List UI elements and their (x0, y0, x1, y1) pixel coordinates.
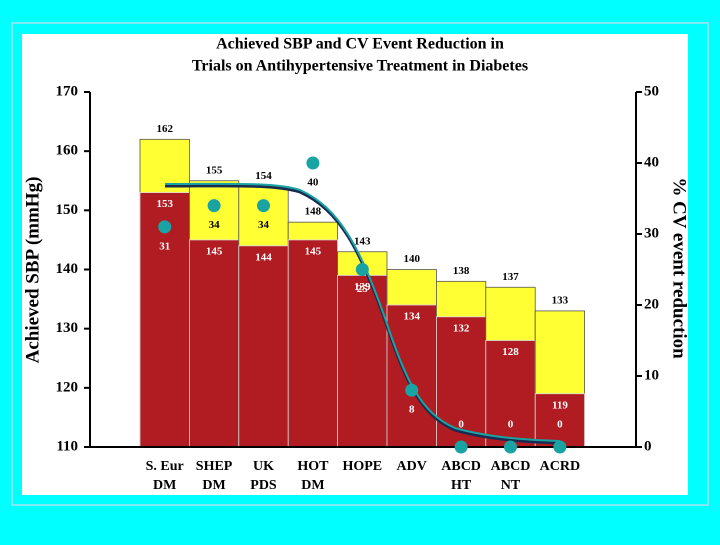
data-point (553, 440, 567, 454)
x-tick-label: ABCD (491, 459, 531, 474)
x-tick-label: HT (451, 478, 472, 493)
bar (139, 192, 190, 448)
value-label: 154 (255, 170, 272, 182)
bar (238, 245, 289, 448)
value-label: 0 (458, 419, 464, 431)
x-tick-label: HOPE (342, 459, 382, 474)
x-tick-label: HOT (297, 459, 329, 474)
data-point (257, 199, 270, 213)
y-axis-label: Achieved SBP (mmHg) (22, 177, 43, 364)
y2-tick-label: 30 (644, 225, 659, 241)
bars (139, 138, 586, 448)
value-label: 8 (409, 404, 415, 416)
value-label: 34 (209, 219, 221, 231)
x-tick-label: DM (153, 478, 176, 493)
value-label: 145 (305, 245, 322, 257)
x-tick-label: DM (202, 478, 225, 493)
value-label: 133 (552, 294, 569, 306)
y-tick-label: 170 (56, 83, 79, 99)
data-point (504, 440, 517, 454)
x-tick-label: ACRD (540, 459, 580, 474)
x-tick-label: ABCD (441, 459, 481, 474)
x-tick-label: DM (301, 478, 324, 493)
bar (287, 239, 339, 448)
value-label: 34 (258, 219, 270, 231)
value-label: 132 (453, 322, 470, 334)
y2-tick-label: 10 (644, 367, 659, 383)
value-label: 138 (453, 265, 470, 277)
axes: 110 120 130 140 150 160 170 0 10 20 30 40 50 S. Eur DM… (56, 83, 660, 493)
x-tick-label: ADV (397, 459, 427, 474)
data-point (306, 156, 320, 170)
bar (485, 340, 536, 448)
y2-tick-label: 40 (644, 154, 659, 170)
value-label: 137 (502, 271, 519, 283)
value-label: 0 (508, 419, 514, 431)
y-tick-label: 160 (56, 143, 79, 159)
y2-tick-label: 50 (644, 83, 659, 99)
data-point (355, 263, 369, 276)
x-tick-label: PDS (250, 478, 277, 493)
y-tick-label: 140 (56, 261, 79, 277)
data-point (207, 199, 221, 213)
value-label: 143 (354, 235, 371, 247)
y-tick-label: 130 (56, 320, 79, 336)
bar (386, 304, 437, 448)
x-tick-label: S. Eur (146, 459, 184, 474)
bar (188, 239, 240, 448)
value-label: 145 (206, 245, 223, 257)
value-label: 148 (305, 206, 322, 218)
value-label: 153 (156, 198, 173, 210)
x-tick-label: UK (253, 459, 274, 474)
value-label: 128 (502, 346, 519, 358)
bar (534, 393, 586, 448)
chart-title: Achieved SBP and CV Event Reduction in (216, 36, 504, 53)
chart-title: Trials on Antihypertensive Treatment in … (192, 58, 528, 75)
value-label: 119 (552, 399, 568, 411)
data-point (405, 383, 419, 397)
x-tick-label: NT (501, 478, 521, 493)
y2-tick-label: 0 (644, 438, 652, 454)
y2-axis-label: % CV event reduction (669, 177, 690, 359)
value-label: 40 (307, 177, 319, 189)
value-label: 139 (354, 281, 371, 293)
frame (11, 22, 709, 506)
value-label: 140 (403, 253, 420, 265)
data-point (454, 440, 468, 454)
value-label: 134 (403, 311, 420, 323)
y2-tick-label: 20 (644, 296, 659, 312)
value-label: 144 (255, 251, 272, 263)
data-point (158, 220, 172, 234)
y-tick-label: 110 (56, 438, 78, 454)
value-label: 162 (156, 123, 173, 135)
points: 162 153 31 155 145 34 154 144 34 148 145 40 143 13925… (156, 123, 569, 454)
value-label: 155 (206, 164, 223, 176)
x-tick-label: SHEP (196, 459, 233, 474)
trend-curve (164, 182, 561, 442)
y-tick-label: 120 (56, 379, 79, 395)
value-label: 31 (159, 240, 170, 252)
value-label: 0 (557, 419, 563, 431)
value-label: 25 (357, 283, 369, 295)
y-tick-label: 150 (56, 202, 79, 218)
